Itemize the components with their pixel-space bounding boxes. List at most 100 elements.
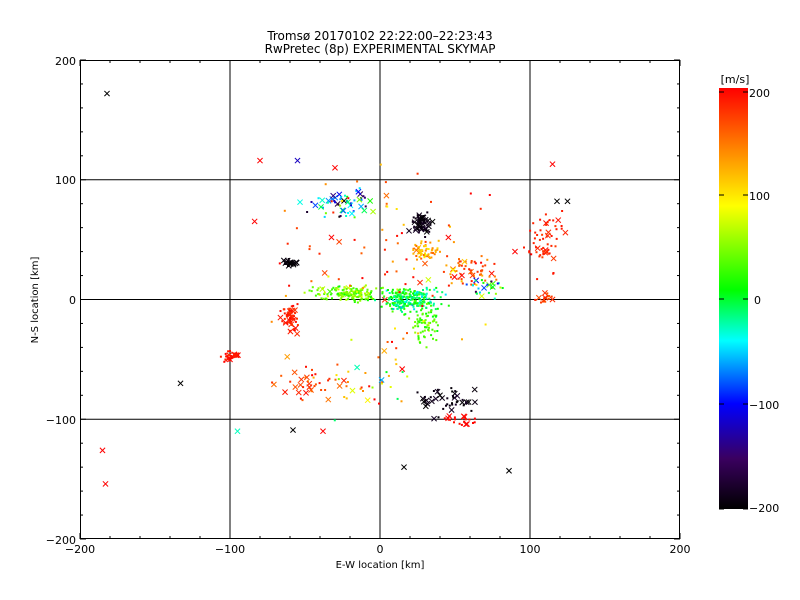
data-point <box>481 274 484 277</box>
data-point <box>427 248 430 250</box>
data-point <box>403 289 406 292</box>
data-point <box>392 308 395 310</box>
x-axis-label: E-W location [km] <box>336 560 425 571</box>
data-point <box>429 396 432 399</box>
data-point-cross <box>325 197 332 204</box>
data-point <box>368 385 371 388</box>
data-point <box>418 321 421 324</box>
data-point <box>415 245 418 247</box>
data-point-cross <box>417 279 423 286</box>
data-point-cross <box>227 356 233 363</box>
data-point <box>324 212 327 215</box>
data-point <box>372 298 375 300</box>
data-point <box>449 225 451 228</box>
data-point <box>395 363 398 366</box>
data-point <box>397 304 399 307</box>
data-point <box>529 229 532 232</box>
data-point <box>546 221 549 224</box>
data-point <box>424 326 426 329</box>
data-point-cross <box>292 325 299 332</box>
x-tick-label: −100 <box>215 543 245 556</box>
data-point <box>538 255 541 258</box>
data-point <box>391 260 394 263</box>
data-point <box>458 422 461 425</box>
data-point <box>484 264 487 267</box>
data-point <box>337 278 340 281</box>
data-point <box>542 237 545 240</box>
data-point <box>409 302 412 305</box>
data-point <box>353 199 356 202</box>
data-point <box>360 386 363 389</box>
data-point <box>426 302 428 305</box>
data-point <box>317 197 320 200</box>
data-point <box>479 207 482 210</box>
data-point <box>420 321 423 324</box>
data-point <box>534 231 537 234</box>
data-point-cross <box>102 480 109 487</box>
data-point <box>426 314 429 317</box>
data-point <box>303 291 306 294</box>
data-point-cross <box>104 90 110 97</box>
data-point <box>400 299 403 302</box>
data-point <box>400 232 403 235</box>
data-point <box>339 198 342 201</box>
data-point-cross <box>282 389 289 396</box>
data-point <box>340 294 343 297</box>
data-point <box>548 252 551 255</box>
data-point <box>453 416 456 419</box>
data-point <box>419 299 422 302</box>
data-point <box>402 288 405 291</box>
data-point <box>320 297 323 300</box>
data-point <box>361 277 364 280</box>
data-point <box>380 287 383 290</box>
data-point-cross <box>297 199 303 206</box>
data-point <box>493 297 496 300</box>
data-point <box>425 346 428 349</box>
data-point <box>326 293 329 296</box>
data-point <box>360 297 363 300</box>
data-point <box>312 376 315 379</box>
data-point <box>484 279 487 282</box>
data-point <box>359 299 362 302</box>
data-point <box>327 275 330 278</box>
data-point <box>420 240 423 243</box>
data-point <box>380 305 383 308</box>
data-point-cross <box>428 398 435 405</box>
data-point <box>391 292 394 295</box>
data-point <box>477 287 480 290</box>
data-point <box>371 386 374 389</box>
data-point <box>283 312 286 315</box>
data-point-cross <box>399 366 406 373</box>
data-point <box>439 296 442 299</box>
data-point <box>455 270 458 272</box>
data-point <box>336 363 339 366</box>
data-point-cross <box>478 293 485 300</box>
data-point <box>494 292 497 295</box>
data-point <box>405 304 408 307</box>
data-point <box>428 230 431 233</box>
data-point-cross <box>298 376 305 383</box>
data-point <box>335 287 338 290</box>
data-point <box>390 295 393 298</box>
data-point <box>429 241 432 244</box>
data-point <box>414 325 417 328</box>
data-point <box>289 317 292 320</box>
data-point <box>476 270 479 273</box>
data-point-cross <box>461 258 468 265</box>
data-point <box>424 236 427 238</box>
data-point <box>447 304 450 307</box>
data-point <box>323 291 326 294</box>
data-point <box>367 295 370 298</box>
data-point-cross <box>420 398 427 405</box>
data-point <box>396 242 399 245</box>
data-point <box>474 262 477 265</box>
data-point-cross <box>422 260 428 267</box>
data-point <box>430 334 433 337</box>
data-point-cross <box>423 228 430 235</box>
data-point <box>308 245 311 248</box>
data-point <box>542 246 545 249</box>
data-point <box>550 295 553 298</box>
data-point <box>404 300 407 303</box>
data-point-cross <box>534 245 541 252</box>
